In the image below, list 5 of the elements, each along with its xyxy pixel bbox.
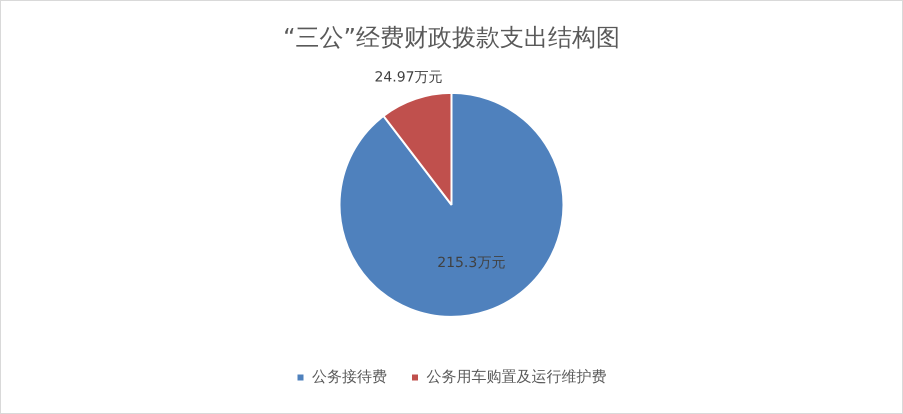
data-label: 24.97万元	[374, 70, 443, 86]
data-label: 215.3万元	[437, 254, 506, 271]
legend-label: 公务用车购置及运行维护费	[426, 367, 606, 386]
chart-title: “三公”经费财政拨款支出结构图	[283, 24, 620, 52]
legend-label: 公务接待费	[312, 367, 387, 386]
